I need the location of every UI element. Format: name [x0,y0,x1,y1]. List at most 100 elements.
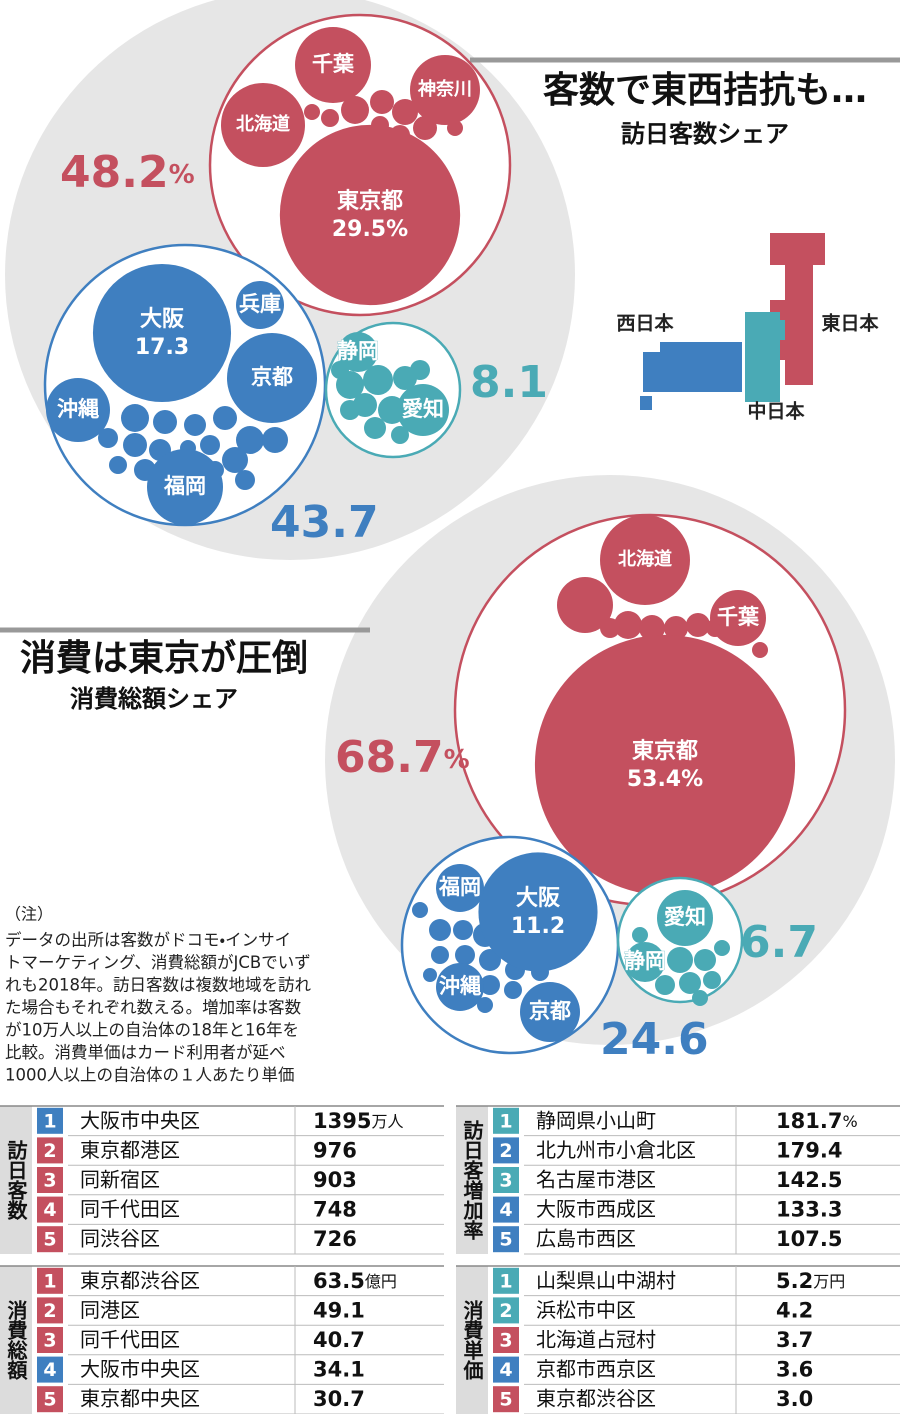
bubble [436,963,484,1011]
rank: 4 [499,1359,512,1381]
place: 静岡県小山町 [536,1108,656,1132]
rank-box [493,1167,519,1193]
value: 3.7 [776,1328,813,1352]
value-number: 726 [313,1227,357,1251]
bubble-value: 17.3 [135,335,189,360]
value: 142.5 [776,1168,842,1192]
place: 東京都渋谷区 [80,1268,200,1292]
minor-bubble [664,616,688,640]
rank: 2 [43,1140,56,1162]
value: 30.7 [313,1387,365,1411]
rank-box [493,1327,519,1353]
place: 同渋谷区 [80,1227,160,1251]
bubble [295,27,371,103]
section-title: 消費は東京が圧倒 [20,638,308,679]
value: 1395万人 [313,1109,403,1133]
bubble [279,124,461,306]
rank: 1 [499,1270,512,1292]
note-line: 1000人以上の自治体の１人あたり単価 [5,1066,295,1085]
place: 大阪市西成区 [536,1197,656,1221]
bubble-name: 福岡 [438,875,481,899]
value-number: 181.7 [776,1109,842,1133]
rank-box [37,1356,63,1383]
rank: 3 [43,1170,56,1192]
rank-box [37,1137,63,1164]
minor-bubble [694,949,716,971]
bubble [227,333,317,423]
place: 名古屋市港区 [536,1168,656,1192]
rank-box [493,1226,519,1253]
note-line: 比較。消費単価はカード利用者が延べ [5,1043,286,1062]
place: 大阪市中央区 [80,1357,200,1381]
rank-box [493,1267,519,1294]
minor-bubble [639,615,665,641]
bubble [338,332,378,372]
value-unit: 億円 [365,1271,397,1290]
bubble-name: 福岡 [163,474,206,498]
table-heading: 訪日客増加率 [460,1119,484,1241]
minor-bubble [262,427,288,453]
minor-bubble [410,360,430,380]
minor-bubble [477,997,493,1013]
group-share: 8.1 [470,357,548,408]
bubble [436,864,484,912]
group-share: 43.7 [270,497,379,548]
rank-box [493,1196,519,1223]
rank: 3 [499,1170,512,1192]
value-number: 3.0 [776,1387,813,1411]
rank-box [493,1386,519,1413]
value: 4.2 [776,1298,813,1322]
bubble [221,83,305,167]
section-subtitle: 消費総額シェア [70,685,238,713]
rank: 5 [43,1389,56,1411]
value: 3.0 [776,1387,813,1411]
rank-box [493,1107,519,1134]
minor-bubble [412,902,428,918]
rank: 5 [499,1229,512,1251]
value: 133.3 [776,1198,842,1222]
group-share: 48.2% [60,147,195,198]
rank-box [37,1107,63,1134]
bubble-name: 京都 [251,365,293,389]
note: （注） データの出所は客数がドコモ・インサイトマーケティング、消費総額がJCBでい… [5,905,311,1085]
map-west [643,352,661,392]
rank: 1 [43,1110,56,1132]
bubble-name: 大阪 [140,307,185,332]
table-header-bg [456,1106,488,1254]
value: 181.7% [776,1109,858,1133]
minor-bubble [184,414,206,436]
value: 5.2万円 [776,1269,845,1293]
minor-bubble [679,972,701,994]
place: 東京都渋谷区 [536,1387,656,1411]
value-number: 3.6 [776,1358,813,1382]
minor-bubble [121,404,149,432]
bubble-name: 北海道 [618,548,672,570]
value-number: 34.1 [313,1358,365,1382]
minor-bubble [431,946,449,964]
minor-bubble [200,435,220,455]
rank: 1 [499,1110,512,1132]
bubble [657,890,713,946]
minor-bubble [213,406,237,430]
value-unit: 万人 [371,1111,403,1130]
table-header-bg [0,1106,32,1254]
share-value: 8.1 [470,357,548,408]
place: 同千代田区 [80,1197,180,1221]
rank-box [493,1137,519,1164]
value-number: 40.7 [313,1328,365,1352]
value: 34.1 [313,1358,365,1382]
bubble [236,281,284,329]
value-number: 976 [313,1138,357,1162]
group-share: 24.6 [600,1014,709,1065]
minor-bubble [363,365,393,395]
minor-bubble [557,577,613,633]
minor-bubble [341,96,369,124]
table-heading: 消費単価 [460,1299,484,1381]
value-number: 30.7 [313,1387,365,1411]
share-unit: % [444,745,470,775]
map-label: 東日本 [821,312,879,335]
rank-tables: 訪日客数 1 大阪市中央区 1395万人 2 東京都港区 976 3 同新宿区 903 4 同千代田区… [0,1105,900,1414]
minor-bubble [453,920,473,940]
value-number: 142.5 [776,1168,842,1192]
